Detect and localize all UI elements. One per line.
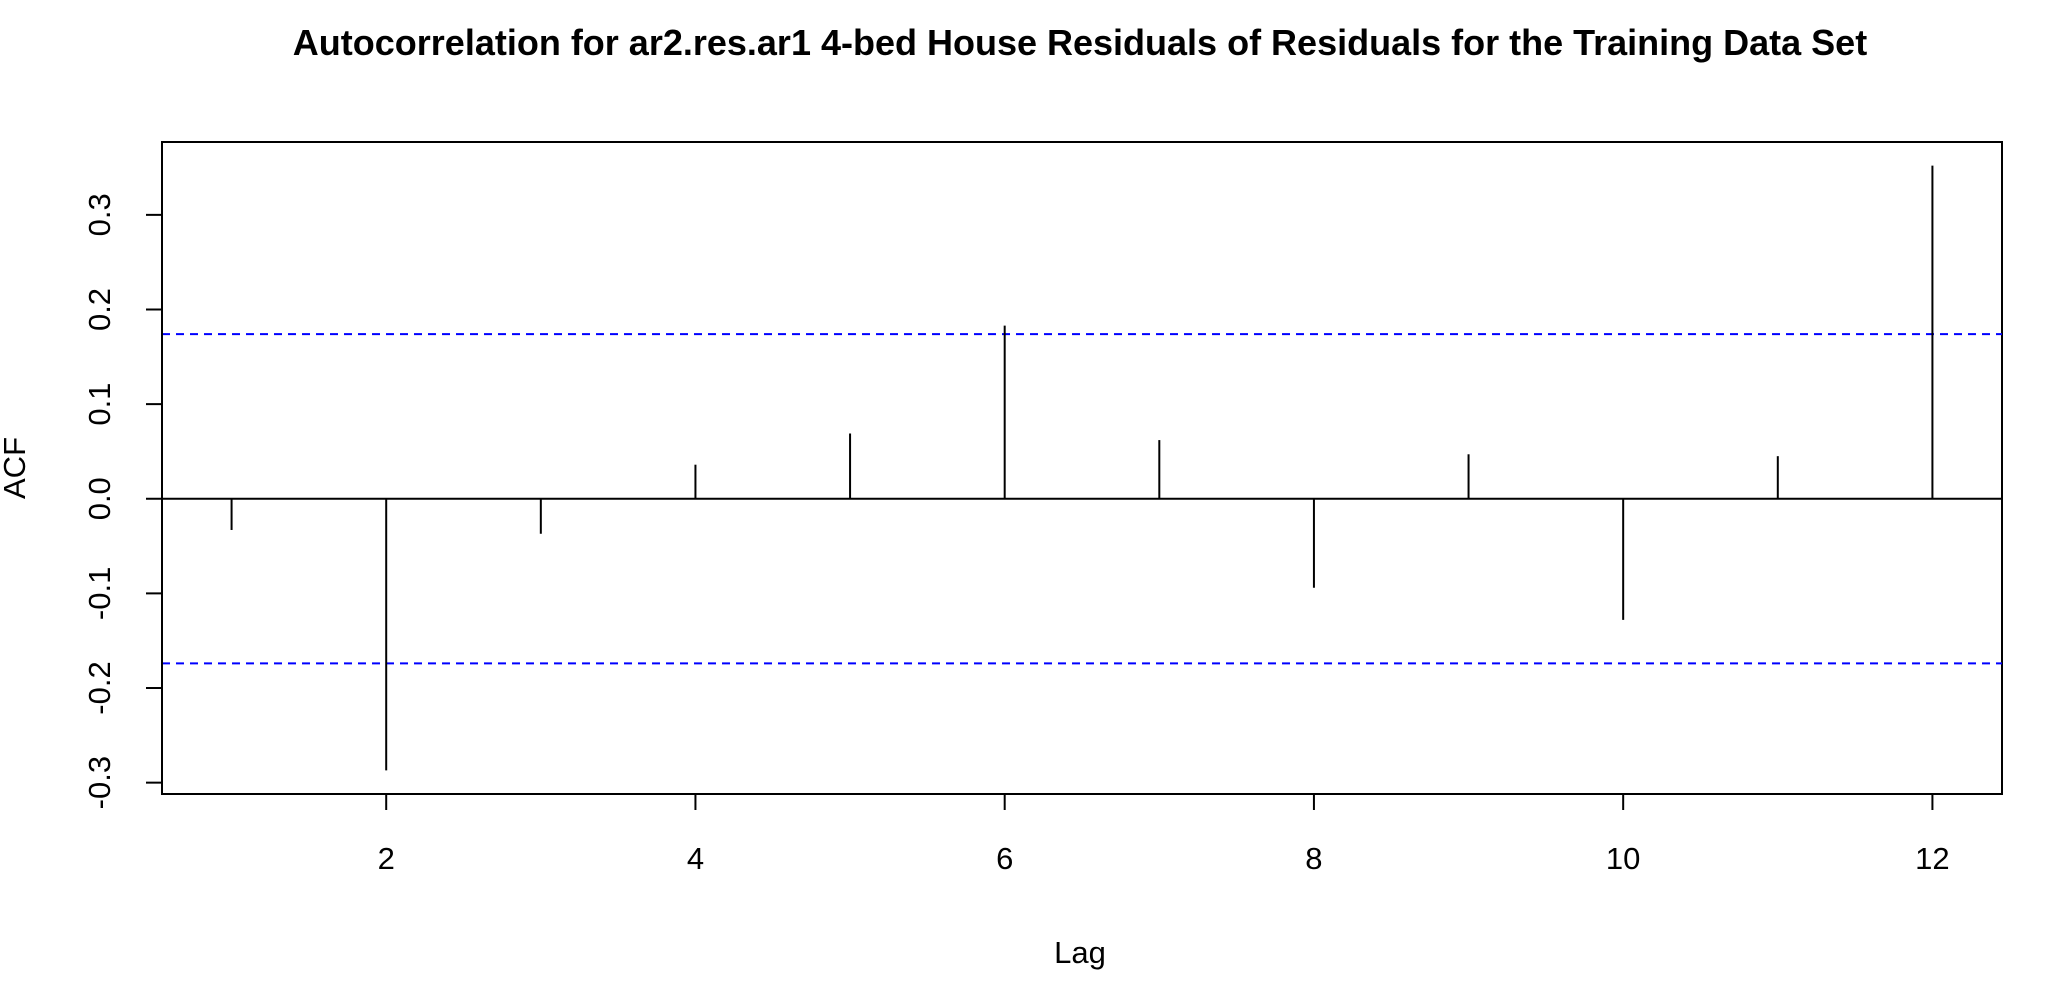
y-tick-label: -0.2 [82, 661, 117, 714]
x-tick-label: 12 [1915, 841, 1949, 876]
reference-lines [162, 333, 2002, 665]
x-axis-label: Lag [1054, 935, 1106, 970]
x-tick-label: 8 [1305, 841, 1322, 876]
y-axis: -0.3 -0.2 -0.1 0.0 0.1 0.2 0.3 [82, 193, 163, 809]
y-tick-label: -0.3 [82, 756, 117, 809]
y-tick-label: -0.1 [82, 567, 117, 620]
y-tick-label: 0.2 [82, 288, 117, 331]
y-tick-label: 0.3 [82, 193, 117, 236]
y-axis-label: ACF [0, 437, 32, 499]
chart-title: Autocorrelation for ar2.res.ar1 4-bed Ho… [293, 22, 1867, 63]
x-tick-label: 6 [996, 841, 1013, 876]
x-tick-label: 2 [378, 841, 395, 876]
acf-bars [230, 165, 1934, 771]
x-tick-label: 10 [1606, 841, 1640, 876]
y-tick-label: 0.0 [82, 477, 117, 520]
plot-frame [161, 141, 2003, 795]
y-tick-label: 0.1 [82, 383, 117, 426]
x-axis: 2 4 6 8 10 12 [378, 793, 1950, 876]
x-tick-label: 4 [687, 841, 704, 876]
